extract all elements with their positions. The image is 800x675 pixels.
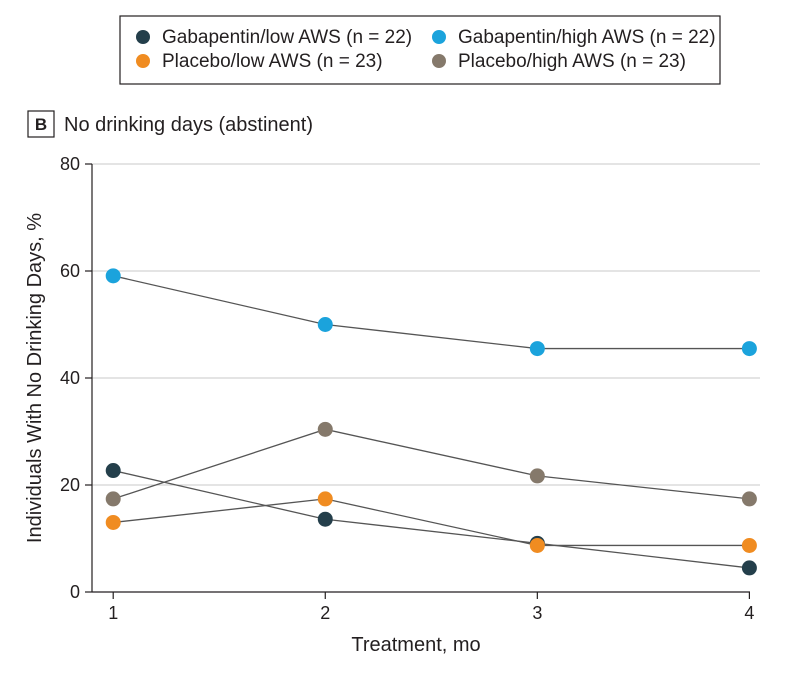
y-axis-title: Individuals With No Drinking Days, %	[24, 213, 46, 543]
series-line-0	[113, 469, 750, 569]
panel-letter-box	[27, 110, 55, 138]
x-tick-label-1: 1	[108, 603, 118, 623]
data-point-series2-x3	[529, 537, 545, 553]
data-point-series1-x2	[317, 317, 333, 332]
data-point-series3-x2	[317, 421, 333, 437]
x-tick-label-4: 4	[744, 603, 754, 623]
legend: Gabapentin/low AWS (n = 22) Gabapentin/hi…	[119, 15, 721, 85]
y-tick-label-80: 80	[60, 154, 80, 174]
y-tick-label-20: 20	[60, 475, 80, 495]
data-point-series3-x1	[105, 491, 121, 507]
legend-label-1: Gabapentin/high AWS (n = 22)	[458, 27, 716, 48]
chart-title: No drinking days (abstinent)	[64, 114, 313, 136]
y-tick-label-0: 0	[70, 582, 80, 602]
data-point-series3-x4	[741, 491, 757, 507]
data-point-series1-x3	[529, 341, 545, 357]
legend-marker-0	[136, 30, 150, 44]
panel-header: B No drinking days (abstinent)	[27, 110, 313, 138]
legend-marker-1	[432, 30, 446, 44]
data-point-series0-x4	[741, 560, 757, 576]
legend-marker-3	[432, 54, 446, 68]
x-axis-title: Treatment, mo	[351, 634, 480, 656]
data-point-series0-x2	[317, 511, 333, 527]
data-point-series2-x4	[741, 537, 757, 553]
series-line-2	[113, 498, 750, 547]
series-line-1	[113, 275, 750, 350]
legend-label-2: Placebo/low AWS (n = 23)	[162, 51, 383, 72]
data-point-series3-x3	[529, 468, 545, 484]
series-line-3	[113, 428, 750, 500]
data-point-series1-x1	[105, 268, 121, 284]
legend-label-0: Gabapentin/low AWS (n = 22)	[162, 27, 412, 48]
data-point-series2-x2	[317, 491, 333, 507]
legend-label-3: Placebo/high AWS (n = 23)	[458, 51, 686, 72]
panel-letter: B	[35, 115, 47, 134]
x-tick-label-2: 2	[320, 603, 330, 623]
legend-marker-2	[136, 54, 150, 68]
data-point-series0-x1	[105, 463, 121, 479]
data-point-series2-x1	[105, 514, 121, 530]
data-point-series1-x4	[741, 341, 757, 357]
x-tick-label-3: 3	[532, 603, 542, 623]
y-tick-label-40: 40	[60, 368, 80, 388]
legend-frame	[119, 15, 721, 85]
y-tick-label-60: 60	[60, 261, 80, 281]
